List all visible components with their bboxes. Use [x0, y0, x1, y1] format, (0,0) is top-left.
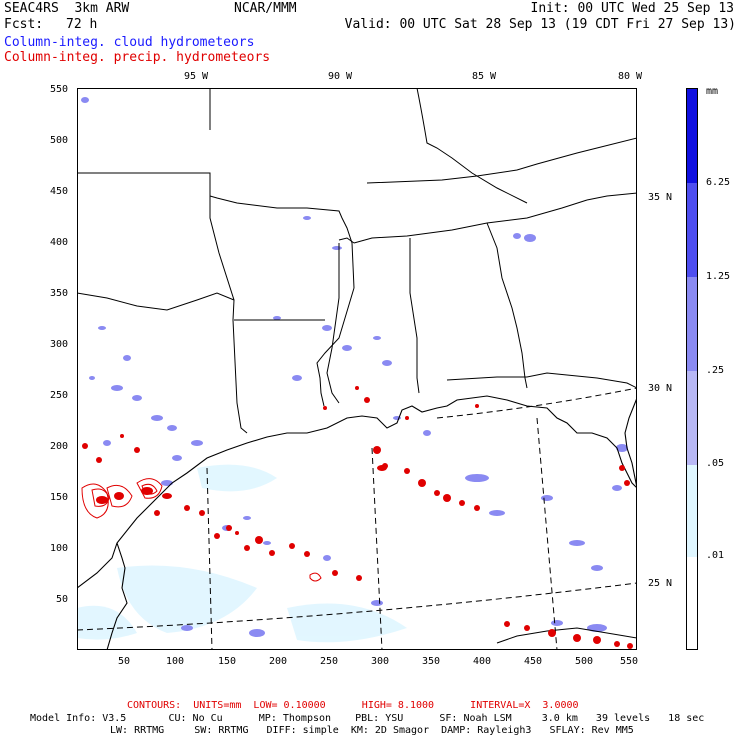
x-tick: 150 — [218, 656, 237, 667]
legend-band — [687, 183, 697, 277]
x-tick: 100 — [166, 656, 185, 667]
y-tick: 350 — [50, 288, 69, 299]
faint-cloud-shading — [77, 464, 407, 643]
field-precip-label: Column-integ. precip. hydrometeors — [4, 50, 271, 65]
y-tick: 550 — [50, 84, 69, 95]
x-tick: 400 — [473, 656, 492, 667]
y-tick: 200 — [50, 441, 69, 452]
y-tick: 400 — [50, 237, 69, 248]
legend-level: 1.25 — [706, 271, 731, 282]
cuba-coast — [496, 627, 637, 644]
x-tick: 450 — [524, 656, 543, 667]
y-tick: 300 — [50, 339, 69, 350]
fcst-value: 72 h — [66, 17, 98, 32]
legend-unit: mm — [706, 86, 719, 97]
x-tick: 250 — [320, 656, 339, 667]
lon-label-90w: 90 W — [328, 71, 353, 82]
y-tick: 50 — [56, 594, 69, 605]
map-panel — [77, 88, 637, 650]
legend-band — [687, 465, 697, 557]
legend-colorbar — [686, 88, 698, 650]
state-boundaries — [77, 88, 637, 434]
x-tick: 200 — [269, 656, 288, 667]
fcst-label: Fcst: — [4, 17, 44, 32]
map-frame — [77, 88, 637, 650]
map-background — [77, 88, 637, 650]
field-cloud-label: Column-integ. cloud hydrometeors — [4, 35, 255, 50]
x-tick: 500 — [575, 656, 594, 667]
x-tick: 350 — [422, 656, 441, 667]
florida-coast-east — [624, 397, 637, 489]
x-tick: 50 — [118, 656, 131, 667]
y-tick: 100 — [50, 543, 69, 554]
lon-label-80w: 80 W — [618, 71, 643, 82]
lat-label-30n: 30 N — [648, 383, 673, 394]
y-tick: 250 — [50, 390, 69, 401]
lat-label-35n: 35 N — [648, 192, 673, 203]
precip-heavy-core — [96, 465, 387, 504]
y-tick: 450 — [50, 186, 69, 197]
legend-level: .01 — [706, 550, 725, 561]
legend-band — [687, 557, 697, 649]
legend-level: .25 — [706, 365, 725, 376]
org-label: NCAR/MMM — [234, 1, 297, 16]
lon-label-85w: 85 W — [472, 71, 497, 82]
legend-band — [687, 277, 697, 371]
init-time: Init: 00 UTC Wed 25 Sep 13 — [530, 1, 735, 16]
y-tick: 150 — [50, 492, 69, 503]
x-tick: 550 — [620, 656, 639, 667]
model-info-line1: Model Info: V3.5 CU: No Cu MP: Thompson … — [30, 713, 705, 724]
precip-contours — [82, 386, 633, 649]
legend-level: 6.25 — [706, 177, 731, 188]
legend-band — [687, 89, 697, 183]
lat-label-25n: 25 N — [648, 578, 673, 589]
x-tick: 300 — [371, 656, 390, 667]
contours-info: CONTOURS: UNITS=mm LOW= 0.10000 HIGH= 8.… — [127, 700, 579, 711]
y-tick: 500 — [50, 135, 69, 146]
cloud-hydrometeor-patches — [81, 97, 628, 637]
lon-label-95w: 95 W — [184, 71, 209, 82]
texas-coast-south — [106, 542, 128, 650]
legend-band — [687, 371, 697, 465]
model-title: SEAC4RS 3km ARW — [4, 1, 130, 16]
gulf-coastline — [77, 395, 637, 589]
lat-lon-grid — [77, 387, 637, 650]
legend-level: .05 — [706, 458, 725, 469]
valid-time: Valid: 00 UTC Sat 28 Sep 13 (19 CDT Fri … — [344, 17, 736, 32]
model-info-line2: LW: RRTMG SW: RRTMG DIFF: simple KM: 2D … — [110, 725, 634, 736]
